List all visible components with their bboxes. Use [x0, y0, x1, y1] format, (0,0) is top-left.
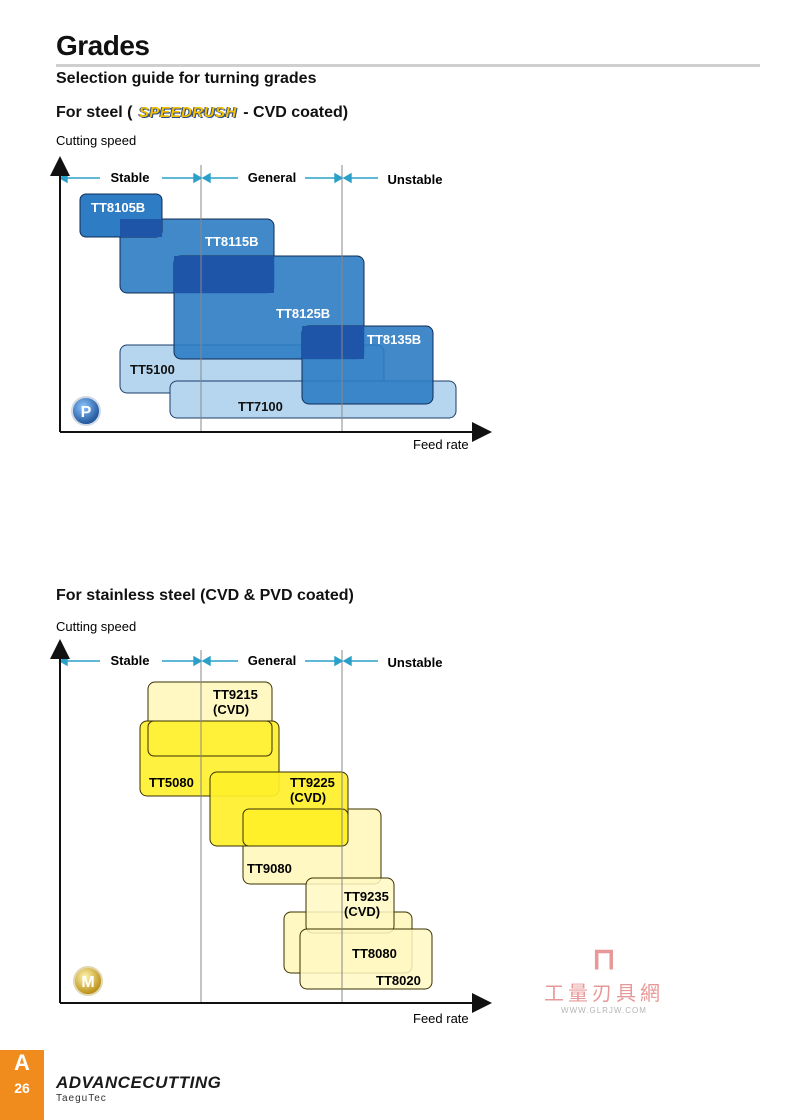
m-badge-icon: [73, 966, 103, 996]
grade-label-tt8125b: TT8125B: [276, 306, 330, 321]
steel-y-axis-label: Cutting speed: [56, 133, 136, 148]
page-subtitle: Selection guide for turning grades: [56, 70, 317, 87]
steel-zone-stable: Stable: [110, 170, 149, 185]
grade-label-tt9225: TT9225: [290, 775, 335, 790]
m-badge-label: M: [81, 974, 94, 991]
page-number: 26: [14, 1080, 30, 1096]
steel-zone-arrows: [58, 172, 378, 184]
speedrush-logo: SPEEDRUSH: [138, 104, 237, 121]
grade-label-tt9235: TT9235: [344, 889, 389, 904]
p-badge-icon: [71, 396, 101, 426]
overlap-9215-5080: [147, 720, 273, 757]
steel-grade-chart: Cutting speed Stable General Unstable TT…: [50, 133, 492, 452]
overlap-8125-8135: [302, 326, 364, 359]
steel-zone-unstable: Unstable: [388, 172, 443, 187]
watermark-logo-icon: ⊓: [592, 943, 616, 976]
grade-label-tt5080: TT5080: [149, 775, 194, 790]
grade-sub-tt9235: (CVD): [344, 904, 380, 919]
page-title: Grades: [56, 30, 150, 61]
steel-heading-prefix: For steel (: [56, 104, 133, 121]
stainless-section-heading: For stainless steel (CVD & PVD coated): [56, 587, 354, 604]
steel-heading-suffix: - CVD coated): [243, 104, 349, 121]
page-tab: [0, 1050, 44, 1120]
grade-label-tt8135b: TT8135B: [367, 332, 421, 347]
grade-label-tt8020: TT8020: [376, 973, 421, 988]
title-divider: [56, 64, 760, 67]
footer-brand-sub: TaeguTec: [56, 1093, 107, 1104]
stainless-zone-arrows: [58, 655, 378, 667]
grade-label-tt5100: TT5100: [130, 362, 175, 377]
steel-zone-general: General: [248, 170, 296, 185]
footer-brand-logo: ADVANCECUTTING: [56, 1073, 222, 1092]
grade-label-tt9080: TT9080: [247, 861, 292, 876]
watermark: ⊓ 工量刃具網 WWW.GLRJW.COM: [538, 942, 670, 1015]
overlap-8115-8125: [174, 256, 274, 293]
grade-sub-tt9215: (CVD): [213, 702, 249, 717]
grade-label-tt7100: TT7100: [238, 399, 283, 414]
grade-sub-tt9225: (CVD): [290, 790, 326, 805]
watermark-name: 工量刃具網: [544, 983, 664, 1005]
watermark-url: WWW.GLRJW.COM: [561, 1006, 647, 1015]
stainless-y-axis-label: Cutting speed: [56, 619, 136, 634]
p-badge-label: P: [81, 404, 92, 421]
overlap-9225-9080: [242, 808, 349, 847]
grade-box-tt8020: [299, 928, 433, 990]
grade-label-tt8105b: TT8105B: [91, 200, 145, 215]
steel-section-heading: For steel ( SPEEDRUSH - CVD coated): [56, 104, 348, 122]
stainless-x-axis-label: Feed rate: [413, 1011, 469, 1026]
stainless-zone-general: General: [248, 653, 296, 668]
stainless-grade-chart: Cutting speed Stable General Unstable TT…: [50, 619, 492, 1026]
page-section-letter: A: [14, 1050, 30, 1075]
steel-x-axis-label: Feed rate: [413, 437, 469, 452]
overlap-8105-8115: [120, 219, 162, 237]
grade-label-tt8115b: TT8115B: [205, 234, 258, 249]
grade-label-tt9215: TT9215: [213, 687, 258, 702]
stainless-zone-unstable: Unstable: [388, 655, 443, 670]
stainless-zone-stable: Stable: [110, 653, 149, 668]
grade-label-tt8080: TT8080: [352, 946, 397, 961]
